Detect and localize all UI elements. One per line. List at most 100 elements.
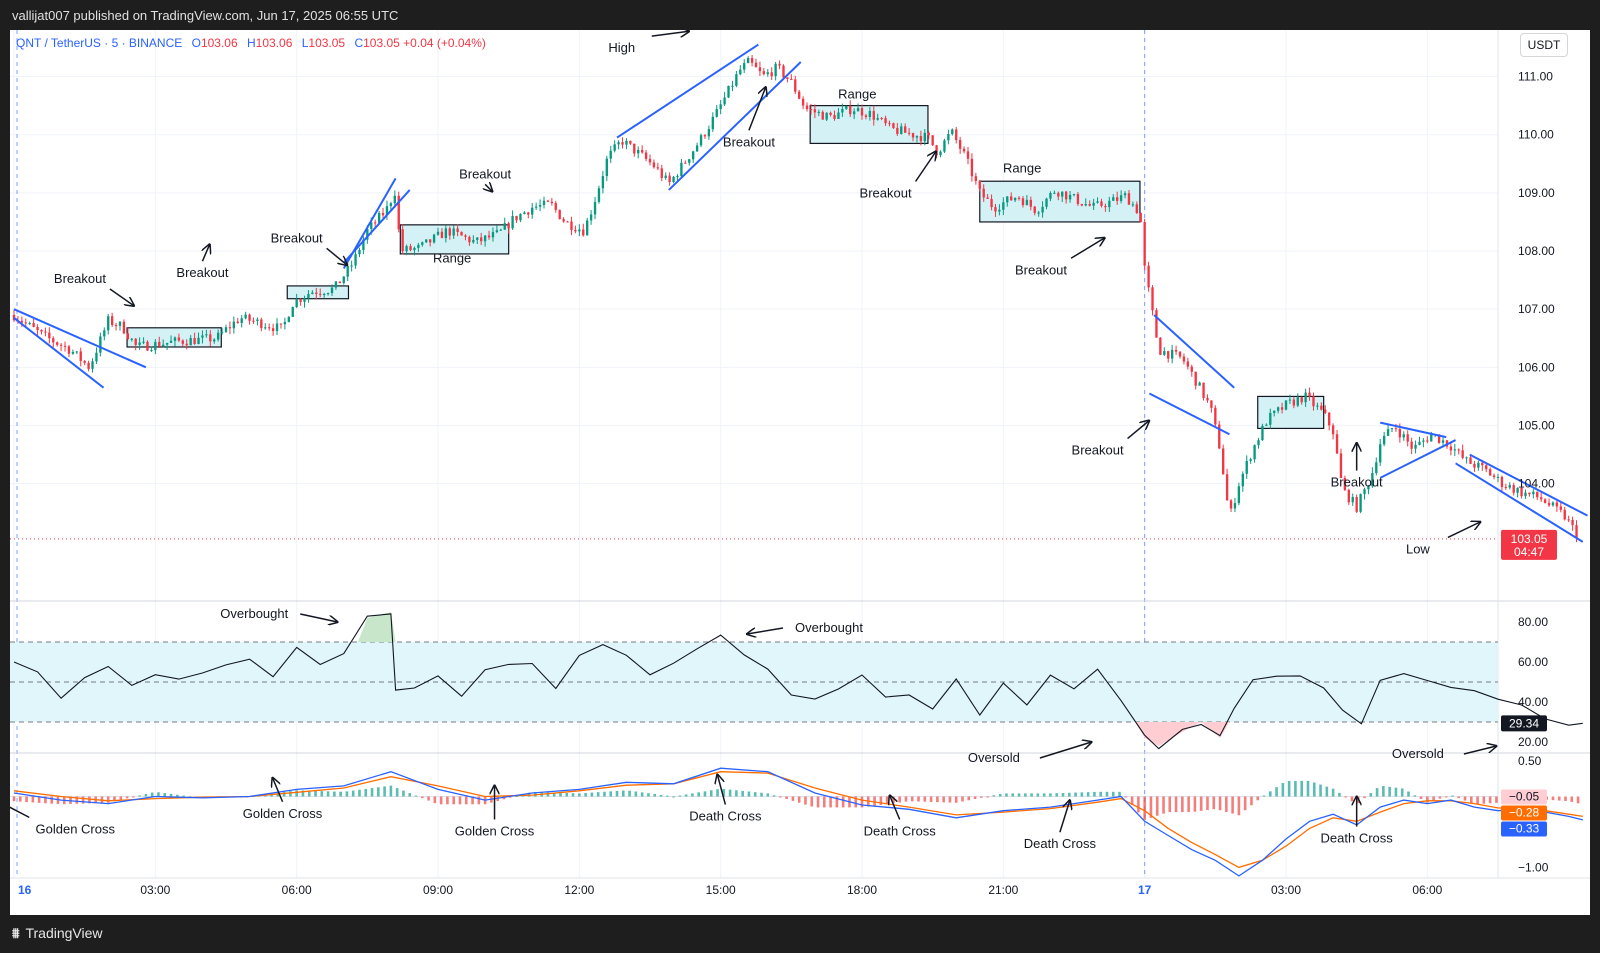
chart-canvas[interactable]: Breakout Breakout Breakout Breakout Range Hig…: [10, 30, 1590, 915]
tradingview-logo-icon: ⩩: [12, 925, 20, 941]
currency-button[interactable]: USDT: [1520, 33, 1568, 57]
candle-body: [67, 346, 71, 354]
annotation-arrow: [109, 288, 134, 306]
candle-body: [1159, 337, 1162, 355]
candle-body: [825, 112, 828, 120]
candle-body: [1017, 197, 1021, 199]
candle-body: [1363, 489, 1366, 495]
candle-body: [338, 281, 342, 284]
candle-body: [1571, 519, 1574, 526]
macd-histogram-bar: [665, 795, 669, 797]
candle-body: [1300, 397, 1303, 403]
candle-body: [574, 230, 577, 232]
candle-body: [1265, 424, 1268, 426]
macd-annotation: Death Cross: [1321, 831, 1394, 846]
candle-body: [283, 321, 287, 325]
candle-body: [805, 105, 809, 110]
candle-body: [236, 321, 239, 323]
macd-histogram-bar: [835, 796, 839, 808]
annotation-arrow: [748, 87, 766, 131]
macd-histogram-bar: [691, 793, 694, 797]
pattern-annotation: Breakout: [54, 271, 106, 286]
candle-body: [346, 265, 349, 277]
candle-body: [1096, 201, 1099, 203]
rsi-tick-label: 20.00: [1518, 735, 1548, 749]
candle-body: [279, 323, 283, 325]
candle-body: [927, 132, 930, 136]
candle-body: [841, 108, 844, 113]
candle-body: [56, 342, 59, 345]
price-tick-label: 109.00: [1518, 186, 1555, 200]
macd-histogram-bar: [772, 795, 776, 797]
candle-body: [876, 117, 879, 120]
macd-histogram-bar: [596, 792, 600, 797]
candle-body: [1119, 195, 1123, 201]
price-tick-label: 107.00: [1518, 302, 1555, 316]
candle-body: [1331, 425, 1335, 435]
rsi-value-label: 29.34: [1509, 716, 1539, 730]
macd-histogram-bar: [546, 792, 550, 797]
macd-histogram-bar: [797, 796, 801, 803]
candle-body: [962, 148, 966, 152]
macd-histogram-bar: [653, 794, 657, 797]
symbol-name[interactable]: QNT / TetherUS · 5 · BINANCE: [16, 36, 183, 50]
candle-body: [370, 222, 373, 229]
candle-body: [130, 338, 133, 340]
candle-body: [240, 318, 243, 323]
candle-body: [1041, 206, 1044, 213]
macd-histogram-bar: [1111, 791, 1115, 797]
macd-histogram-bar: [1005, 793, 1008, 797]
macd-histogram-bar: [1476, 796, 1479, 805]
candle-body: [833, 114, 836, 119]
candle-body: [609, 150, 612, 159]
rsi-tick-label: 60.00: [1518, 655, 1548, 669]
macd-histogram-bar: [414, 795, 418, 797]
candle-body: [1414, 444, 1417, 449]
candle-body: [138, 342, 141, 345]
candle-body: [519, 214, 522, 221]
candle-body: [1394, 428, 1398, 430]
candle-body: [829, 112, 832, 115]
rsi-annotation-arrow: [1039, 742, 1092, 759]
candle-body: [1112, 197, 1115, 201]
open-label: O: [191, 36, 201, 50]
candle-body: [892, 123, 895, 128]
macd-histogram-bar: [917, 796, 920, 802]
candle-body: [900, 126, 903, 134]
candle-body: [295, 299, 298, 307]
candle-body: [652, 162, 656, 168]
macd-histogram-bar: [1287, 780, 1291, 797]
candle-body: [275, 323, 279, 332]
candle-body: [644, 152, 648, 159]
macd-histogram-bar: [106, 796, 110, 803]
annotation-arrow: [651, 31, 689, 36]
macd-annotation-arrow: [10, 806, 30, 819]
candle-body: [1477, 462, 1480, 468]
candle-body: [448, 228, 451, 236]
candle-body: [377, 212, 381, 223]
tradingview-brand[interactable]: ⩩ TradingView: [12, 925, 103, 942]
candle-body: [1320, 405, 1323, 410]
candle-body: [586, 220, 589, 236]
candle-body: [778, 63, 781, 66]
macd-histogram-bar: [1557, 796, 1561, 801]
macd-histogram-bar: [169, 793, 173, 797]
candle-body: [503, 223, 506, 230]
candle-body: [680, 162, 683, 177]
macd-histogram-bar: [703, 791, 707, 797]
candle-body: [440, 231, 444, 239]
candle-body: [1437, 434, 1441, 443]
macd-histogram-bar: [1419, 796, 1423, 800]
candle-body: [169, 340, 173, 343]
candle-body: [1037, 212, 1040, 214]
macd-histogram-bar: [829, 796, 832, 808]
macd-histogram-bar: [477, 796, 481, 805]
candle-body: [542, 200, 546, 205]
macd-histogram-bar: [898, 796, 901, 803]
candle-body: [1453, 449, 1456, 451]
candle-body: [150, 350, 153, 352]
candle-body: [648, 158, 652, 163]
candle-body: [216, 332, 220, 340]
candle-body: [1469, 457, 1472, 464]
candle-body: [220, 331, 224, 333]
